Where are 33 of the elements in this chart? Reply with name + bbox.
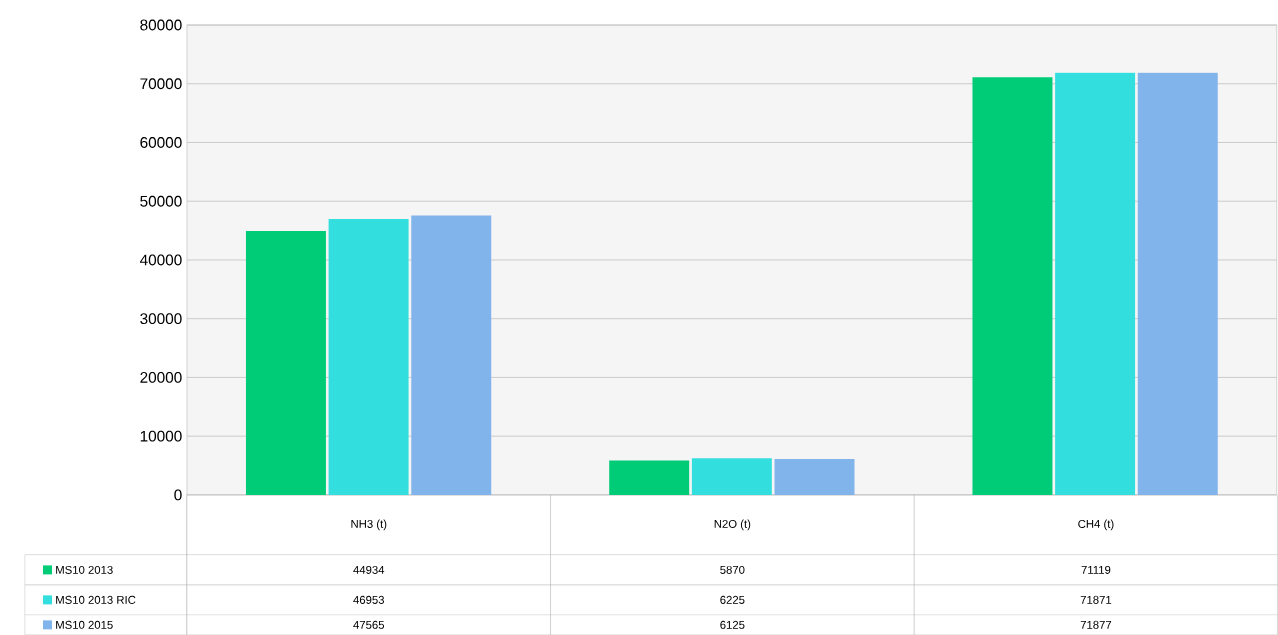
legend-label: MS10 2013 bbox=[56, 565, 113, 574]
bar bbox=[1137, 72, 1218, 495]
x-tick-label: CH4 (t) bbox=[1078, 519, 1114, 531]
y-tick-label: 40000 bbox=[139, 254, 182, 266]
data-label: 71119 bbox=[1081, 565, 1111, 574]
data-label: 44934 bbox=[353, 565, 385, 574]
bar bbox=[774, 458, 855, 495]
data-label: 71877 bbox=[1080, 620, 1112, 629]
data-label: 5870 bbox=[720, 565, 745, 574]
bar bbox=[1055, 72, 1136, 495]
bar bbox=[972, 77, 1053, 495]
y-tick-label: 60000 bbox=[140, 136, 182, 148]
legend-label: MS10 2015 bbox=[56, 620, 113, 629]
y-tick-label: 50000 bbox=[140, 195, 182, 207]
x-tick-label: NH3 (t) bbox=[351, 519, 387, 531]
bar bbox=[328, 219, 409, 495]
y-tick-label: 30000 bbox=[140, 313, 182, 325]
data-label: 71871 bbox=[1080, 595, 1112, 604]
data-label: 47565 bbox=[353, 620, 385, 629]
bar bbox=[411, 215, 492, 495]
y-tick-label: 20000 bbox=[140, 371, 182, 383]
data-label: 6225 bbox=[720, 595, 745, 604]
bar bbox=[245, 230, 326, 495]
legend-label: MS10 2013 RIC bbox=[56, 595, 136, 604]
data-label: 6125 bbox=[720, 620, 745, 629]
x-tick-label: N2O (t) bbox=[714, 519, 751, 531]
y-tick-label: 80000 bbox=[140, 19, 182, 31]
data-label: 46953 bbox=[353, 595, 385, 604]
bar bbox=[691, 458, 772, 495]
y-tick-label: 10000 bbox=[140, 430, 182, 442]
y-tick-label: 0 bbox=[174, 489, 182, 501]
bar bbox=[609, 460, 690, 495]
y-tick-label: 70000 bbox=[140, 78, 182, 90]
